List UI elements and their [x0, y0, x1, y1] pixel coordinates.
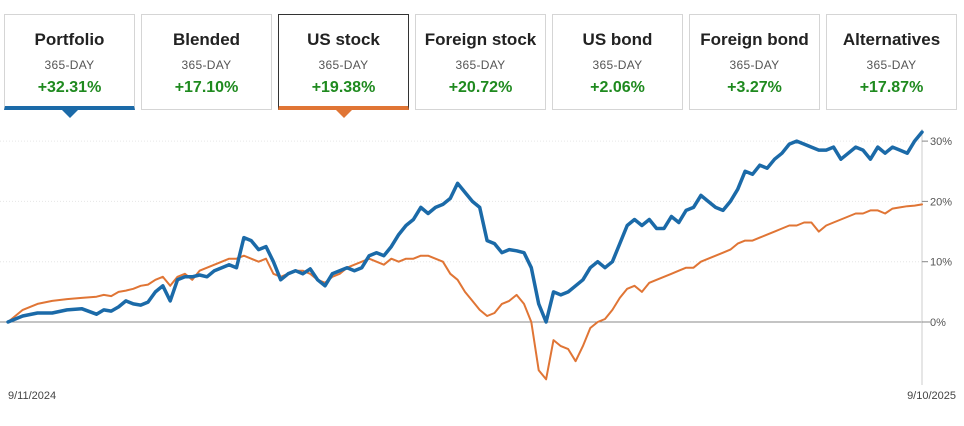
tab-return-value: +20.72%	[448, 79, 513, 96]
tab-return-value: +2.06%	[590, 79, 645, 96]
tab-period: 365-DAY	[181, 58, 232, 72]
chart-series	[6, 130, 924, 381]
active-caret-icon	[335, 110, 352, 118]
y-tick-label: 30%	[930, 136, 952, 148]
tab-period: 365-DAY	[729, 58, 780, 72]
series-line-portfolio	[6, 130, 924, 324]
tab-alternatives[interactable]: Alternatives 365-DAY +17.87%	[826, 14, 957, 110]
comparison-tabs: Portfolio 365-DAY +32.31% Blended 365-DA…	[4, 14, 962, 118]
tab-period: 365-DAY	[592, 58, 643, 72]
x-axis-end-label: 9/10/2025	[907, 390, 956, 402]
tab-period: 365-DAY	[318, 58, 369, 72]
y-tick-label: 20%	[930, 196, 952, 208]
tab-label: US stock	[307, 30, 380, 49]
tab-label: Foreign bond	[700, 30, 809, 49]
tab-label: Blended	[172, 30, 241, 49]
tab-label: US bond	[582, 30, 653, 49]
tab-period: 365-DAY	[44, 58, 95, 72]
tab-period: 365-DAY	[455, 58, 506, 72]
tab-return-value: +19.38%	[311, 79, 376, 96]
tab-label: Foreign stock	[424, 30, 537, 49]
x-axis-start-label: 9/11/2024	[8, 390, 56, 402]
tab-period: 365-DAY	[866, 58, 917, 72]
tab-label: Alternatives	[842, 30, 941, 49]
tab-label: Portfolio	[34, 30, 105, 49]
tab-portfolio[interactable]: Portfolio 365-DAY +32.31%	[4, 14, 135, 118]
chart-gridlines	[0, 129, 930, 385]
tab-foreign-bond[interactable]: Foreign bond 365-DAY +3.27%	[689, 14, 820, 110]
tab-return-value: +32.31%	[37, 79, 102, 96]
tab-return-value: +17.10%	[174, 79, 239, 96]
tab-return-value: +17.87%	[859, 79, 924, 96]
series-line-comparison	[7, 203, 923, 381]
tab-us-stock[interactable]: US stock 365-DAY +19.38%	[278, 14, 409, 118]
tab-return-value: +3.27%	[727, 79, 782, 96]
active-caret-icon	[61, 110, 78, 118]
y-axis-ticks: 0% 10% 20% 30%	[922, 136, 952, 329]
tab-blended[interactable]: Blended 365-DAY +17.10%	[141, 14, 272, 110]
y-tick-label: 0%	[930, 317, 946, 329]
y-tick-label: 10%	[930, 257, 952, 269]
tab-us-bond[interactable]: US bond 365-DAY +2.06%	[552, 14, 683, 110]
tab-foreign-stock[interactable]: Foreign stock 365-DAY +20.72%	[415, 14, 546, 110]
